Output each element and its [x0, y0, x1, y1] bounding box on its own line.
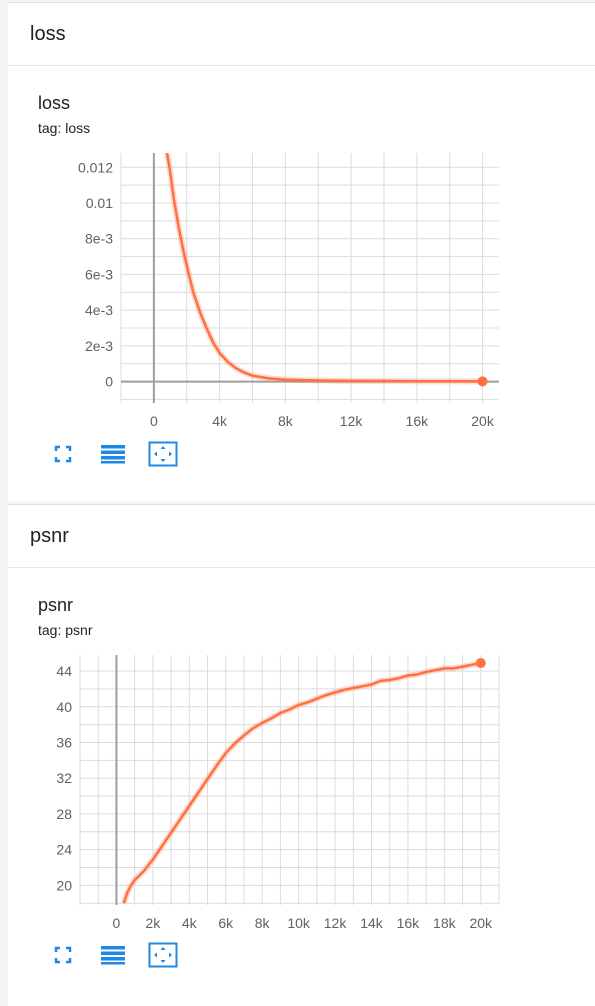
x-tick-label: 8k	[255, 915, 271, 931]
psnr-chart-title: psnr	[38, 595, 74, 615]
x-tick-label: 16k	[397, 915, 421, 931]
y-tick-label: 6e-3	[85, 266, 113, 282]
y-tick-label: 40	[56, 699, 72, 715]
y-tick-label: 0.012	[78, 159, 113, 175]
y-tick-label: 32	[56, 770, 72, 786]
fullscreen-button[interactable]	[48, 441, 78, 467]
series-line	[165, 153, 483, 383]
y-tick-label: 0.01	[86, 195, 113, 211]
x-tick-label: 20k	[471, 413, 495, 429]
toggle-log-scale-button[interactable]	[98, 441, 128, 467]
fullscreen-icon	[54, 946, 72, 964]
toggle-log-scale-button[interactable]	[98, 942, 128, 968]
y-tick-label: 0	[105, 374, 113, 390]
list-icon	[101, 445, 125, 464]
psnr-toolbar	[48, 942, 178, 968]
fit-domain-icon	[148, 441, 178, 467]
series-raw-line	[164, 153, 483, 385]
y-tick-label: 2e-3	[85, 338, 113, 354]
y-tick-label: 28	[56, 806, 72, 822]
fit-domain-button[interactable]	[148, 942, 178, 968]
psnr-card-header[interactable]: psnr	[8, 505, 595, 568]
fit-domain-icon	[148, 942, 178, 968]
x-tick-label: 8k	[278, 413, 294, 429]
x-tick-label: 4k	[182, 915, 198, 931]
x-tick-label: 0	[150, 413, 158, 429]
x-tick-label: 12k	[324, 915, 348, 931]
x-tick-label: 16k	[406, 413, 430, 429]
y-tick-label: 24	[56, 842, 72, 858]
y-tick-label: 44	[56, 663, 72, 679]
list-icon	[101, 946, 125, 965]
x-tick-label: 10k	[287, 915, 311, 931]
psnr-plot[interactable]: 0 2k 4k 6k 8k 10k 12k 14k 16k 18k 20k 20 24 28 32 36 40 4…	[8, 643, 595, 933]
y-tick-label: 36	[56, 735, 72, 751]
x-tick-label: 18k	[433, 915, 457, 931]
loss-card-header[interactable]: loss	[8, 3, 595, 66]
fullscreen-icon	[54, 445, 72, 463]
x-tick-label: 2k	[145, 915, 161, 931]
loss-chart-title: loss	[38, 93, 71, 113]
x-tick-label: 14k	[360, 915, 384, 931]
fit-domain-button[interactable]	[148, 441, 178, 467]
x-tick-label: 6k	[218, 915, 234, 931]
loss-toolbar	[48, 441, 178, 467]
fullscreen-button[interactable]	[48, 942, 78, 968]
y-tick-label: 20	[56, 877, 72, 893]
x-tick-label: 20k	[469, 915, 493, 931]
y-tick-label: 8e-3	[85, 231, 113, 247]
psnr-card: psnr psnr tag: psnr 0 2k 4k 6k 8k 10k 12k 14k 16…	[8, 504, 595, 1006]
psnr-chart-tag: tag: psnr	[38, 622, 93, 638]
series-end-point[interactable]	[475, 658, 486, 669]
x-tick-label: 0	[113, 915, 121, 931]
x-tick-label: 4k	[212, 413, 228, 429]
x-tick-label: 12k	[340, 413, 364, 429]
loss-card: loss loss tag: loss 0 4k 8k 12k 16k 20k 0 2e-3 4…	[8, 2, 595, 501]
loss-plot[interactable]: 0 4k 8k 12k 16k 20k 0 2e-3 4e-3 6e-3 8e-3 0.01 0.012	[8, 141, 595, 431]
y-tick-label: 4e-3	[85, 302, 113, 318]
series-line	[122, 661, 482, 904]
loss-chart-tag: tag: loss	[38, 120, 91, 136]
series-end-point[interactable]	[477, 376, 488, 387]
